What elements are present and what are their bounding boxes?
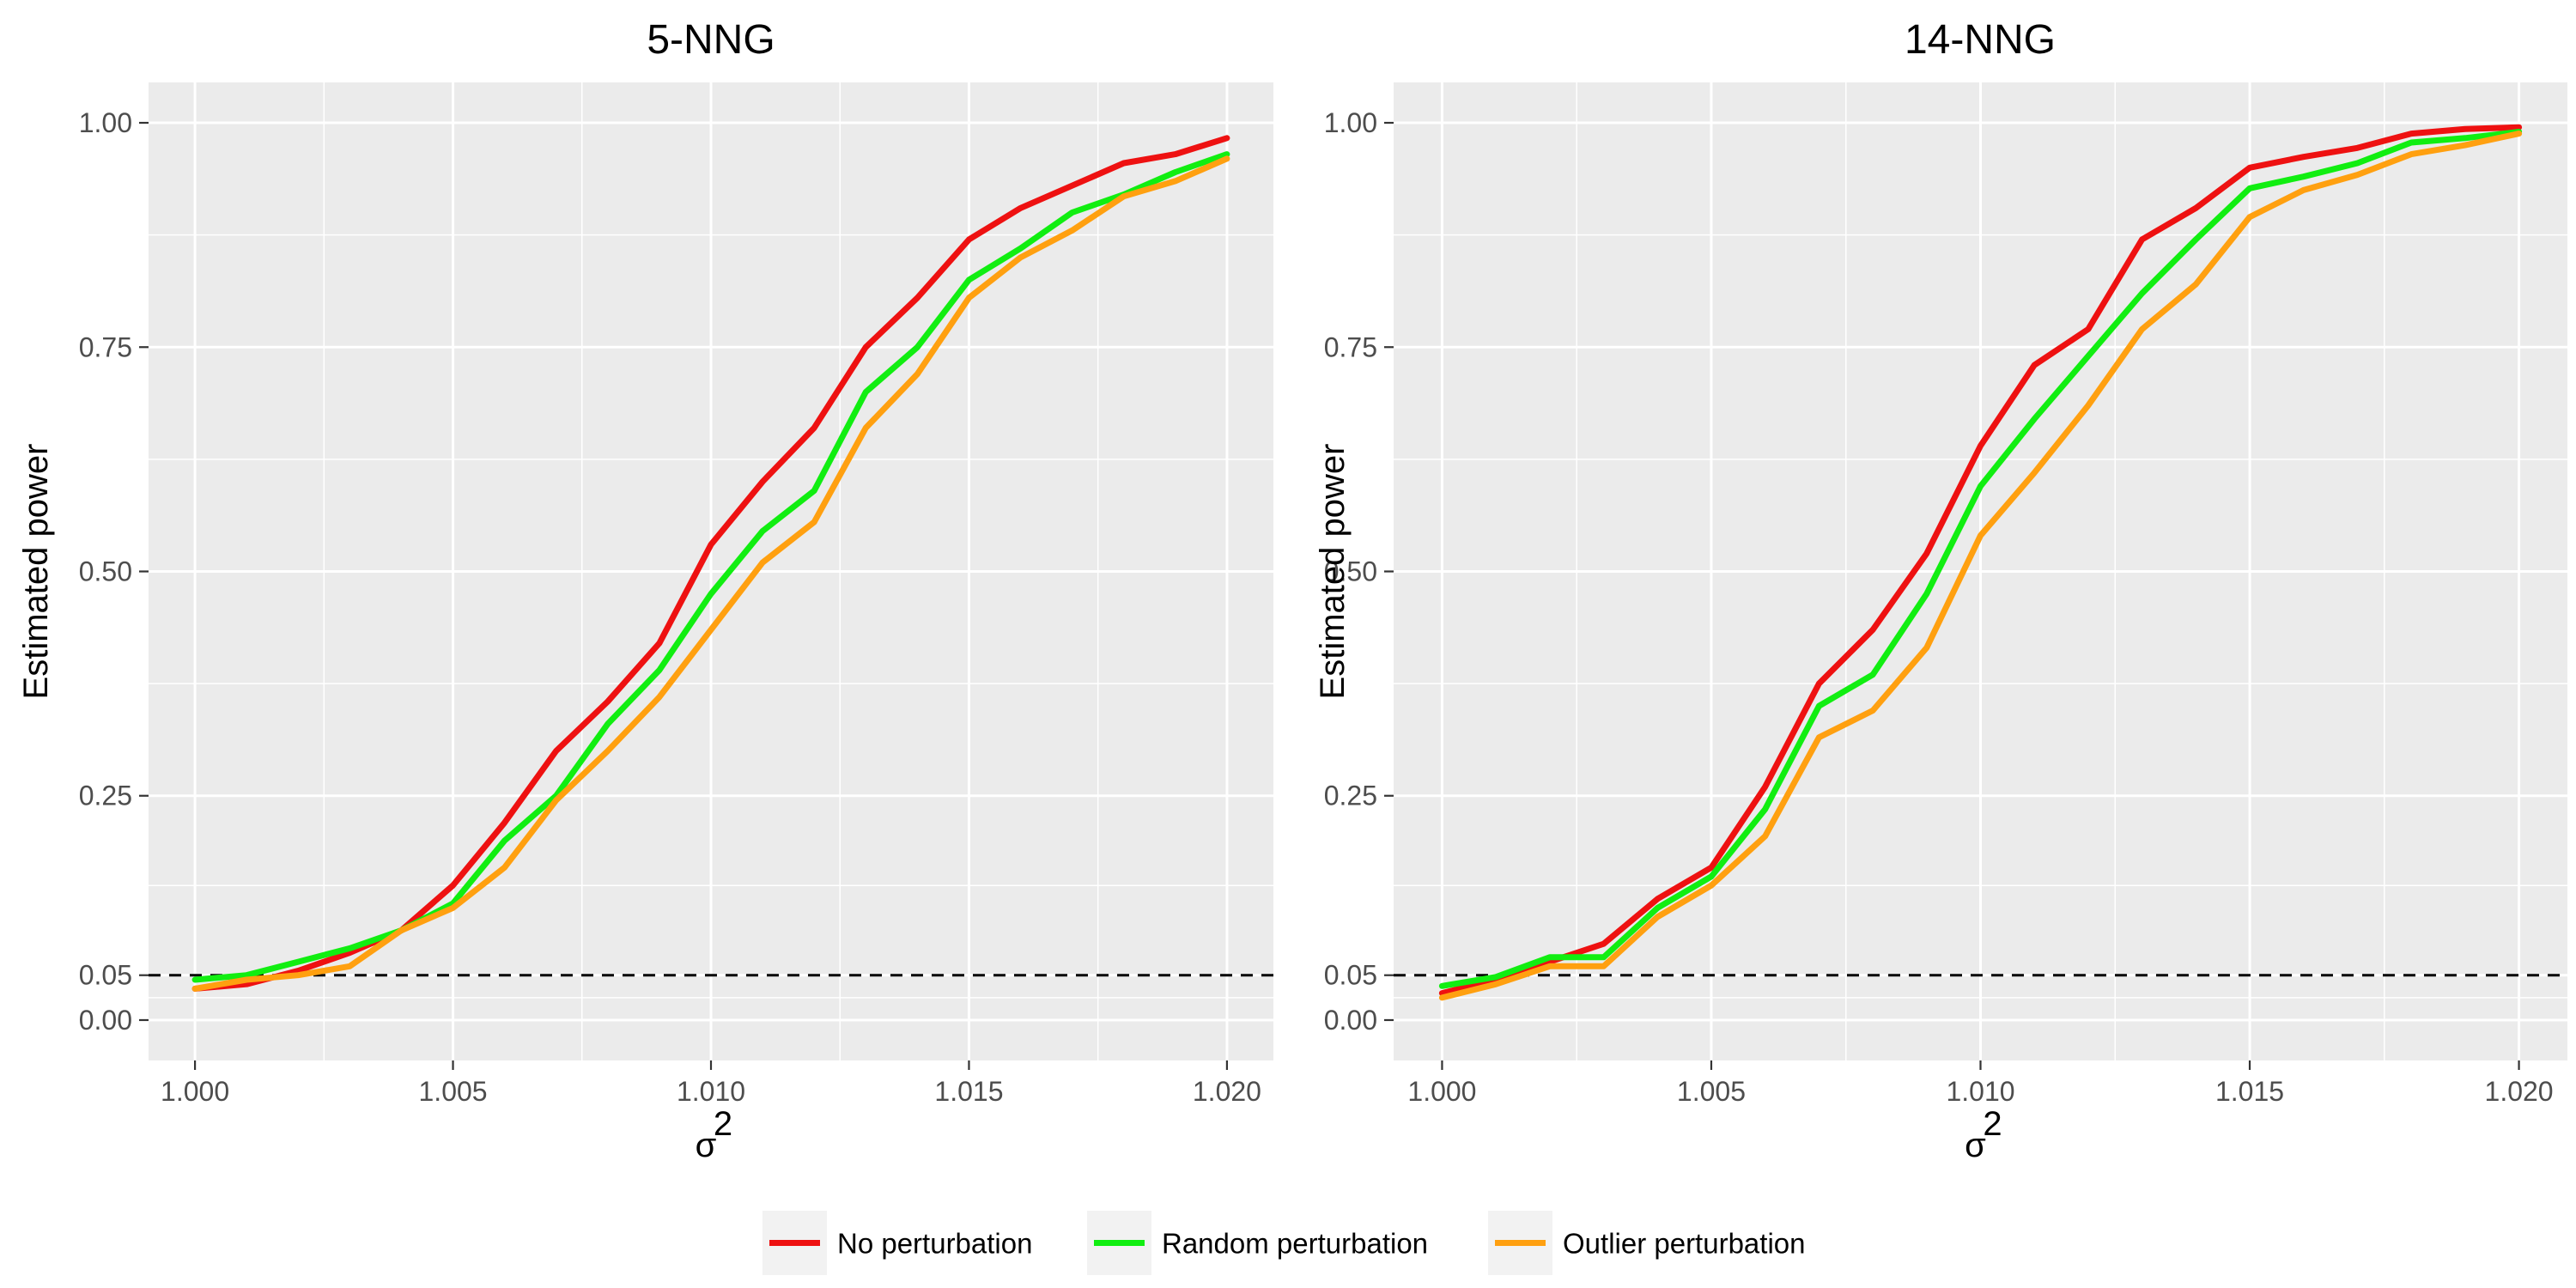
x-tick-label: 1.015	[934, 1076, 1003, 1107]
legend-label: Outlier perturbation	[1563, 1228, 1805, 1260]
legend: No perturbation Random perturbation Outlie…	[762, 1211, 1805, 1275]
legend-label: No perturbation	[837, 1228, 1032, 1260]
x-tick-label: 1.010	[677, 1076, 745, 1107]
y-axis-title: Estimated power	[1314, 444, 1352, 700]
y-tick-label: 0.25	[79, 781, 132, 811]
x-axis-title-superscript: 2	[1983, 1105, 2002, 1143]
y-tick-label: 0.00	[79, 1005, 132, 1036]
y-axis-title: Estimated power	[17, 444, 55, 700]
x-axis-title: σ	[1965, 1127, 1986, 1164]
series-line-outlier-perturbation	[1438, 131, 2523, 1001]
series-line-random-perturbation	[1438, 129, 2523, 989]
panel-title: 14-NNG	[1905, 17, 2056, 63]
series-line-outlier-perturbation	[191, 155, 1230, 992]
x-tick-label: 1.000	[1407, 1076, 1476, 1107]
x-axis-title: σ	[696, 1127, 717, 1164]
y-tick-label: 0.50	[1324, 556, 1377, 587]
x-tick-label: 1.010	[1946, 1076, 2014, 1107]
x-axis-title-superscript: 2	[714, 1105, 732, 1143]
series-line-no-perturbation	[1438, 124, 2523, 997]
x-tick-label: 1.000	[161, 1076, 229, 1107]
y-tick-label: 0.05	[1324, 960, 1377, 991]
x-tick-label: 1.005	[1677, 1076, 1746, 1107]
y-tick-label: 0.75	[79, 331, 132, 362]
panel-5-nng: 1.000 1.005 1.010 1.015 1.020 0.00 0.05 0.25 0.5…	[17, 17, 1273, 1164]
x-tick-label: 1.005	[419, 1076, 488, 1107]
panel-14-nng: 1.000 1.005 1.010 1.015 1.020 0.00 0.05 0.25 0.5…	[1314, 17, 2567, 1164]
y-tick-label: 0.50	[79, 556, 132, 587]
panel-title: 5-NNG	[647, 17, 775, 63]
y-tick-label: 0.00	[1324, 1005, 1377, 1036]
series-line-random-perturbation	[191, 151, 1230, 983]
y-tick-label: 0.25	[1324, 781, 1377, 811]
y-tick-label: 0.75	[1324, 331, 1377, 362]
y-tick-label: 0.05	[79, 960, 132, 991]
x-tick-label: 1.020	[1193, 1076, 1261, 1107]
y-tick-label: 1.00	[79, 107, 132, 138]
y-tick-label: 1.00	[1324, 107, 1377, 138]
x-tick-label: 1.015	[2215, 1076, 2284, 1107]
legend-label: Random perturbation	[1162, 1228, 1428, 1260]
x-tick-label: 1.020	[2485, 1076, 2554, 1107]
